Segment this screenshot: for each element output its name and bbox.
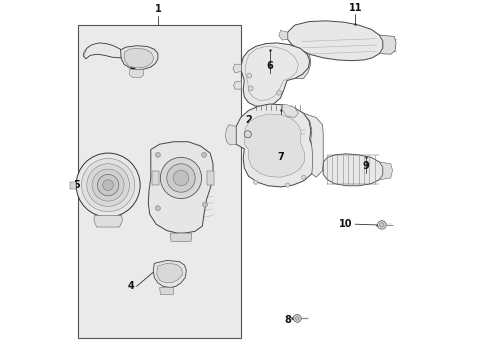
Text: 11: 11 [348,3,362,13]
Polygon shape [379,35,396,54]
Polygon shape [157,263,182,283]
Text: 1: 1 [154,4,161,14]
Text: 10: 10 [339,219,353,229]
Circle shape [203,202,208,207]
Circle shape [155,152,160,157]
Polygon shape [83,50,86,57]
Circle shape [160,157,201,199]
Circle shape [295,317,299,320]
Polygon shape [379,162,392,180]
FancyBboxPatch shape [152,171,159,185]
Circle shape [378,221,386,229]
Polygon shape [153,261,186,288]
Text: 3: 3 [130,61,136,71]
Circle shape [380,223,384,227]
Polygon shape [148,142,213,233]
Polygon shape [234,81,242,89]
Circle shape [173,170,189,186]
Polygon shape [124,48,154,68]
Text: 7: 7 [277,152,284,162]
Polygon shape [70,181,76,189]
Circle shape [294,315,301,322]
Circle shape [301,175,306,179]
Circle shape [103,180,114,190]
Text: 9: 9 [363,161,369,171]
FancyBboxPatch shape [207,171,214,185]
Circle shape [76,153,140,217]
Circle shape [81,158,135,212]
Polygon shape [287,46,311,78]
Polygon shape [83,43,124,59]
Circle shape [248,86,253,91]
Circle shape [253,180,258,184]
Text: 6: 6 [267,61,273,71]
Polygon shape [94,215,122,227]
Polygon shape [323,154,383,186]
Circle shape [155,206,160,211]
Polygon shape [304,113,323,177]
Polygon shape [171,233,192,241]
Circle shape [201,152,207,157]
Polygon shape [233,64,242,73]
Polygon shape [282,105,298,117]
Polygon shape [160,288,174,294]
Circle shape [98,175,119,196]
Circle shape [87,164,129,206]
Circle shape [247,73,252,78]
Circle shape [245,131,251,138]
Polygon shape [129,69,144,78]
Polygon shape [288,21,383,60]
FancyBboxPatch shape [78,25,242,338]
Polygon shape [242,43,310,107]
Circle shape [92,169,124,201]
Polygon shape [245,114,305,177]
Polygon shape [279,31,288,40]
Text: 5: 5 [73,180,80,190]
Circle shape [277,90,282,95]
Polygon shape [121,46,158,69]
Polygon shape [225,125,236,145]
Text: 8: 8 [284,315,291,325]
Text: 4: 4 [128,282,135,291]
Text: 2: 2 [245,114,252,125]
Circle shape [286,183,290,187]
Circle shape [167,164,195,192]
Polygon shape [236,104,316,187]
